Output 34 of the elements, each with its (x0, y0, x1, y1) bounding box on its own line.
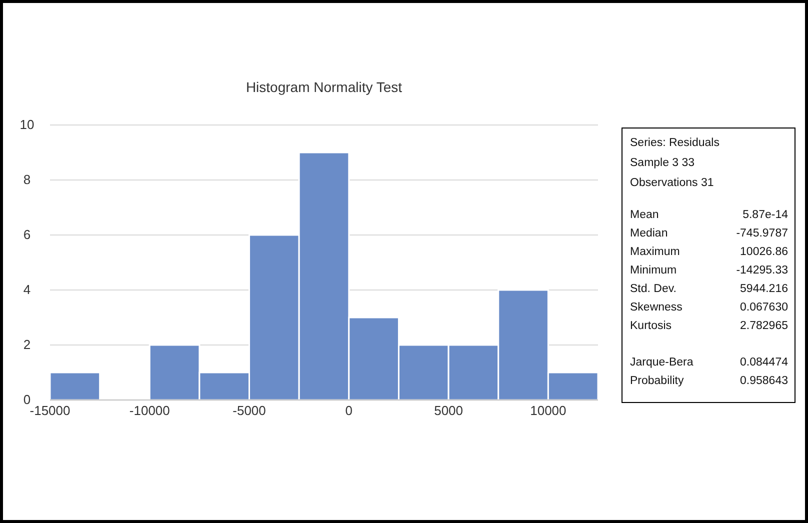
x-tick-label: 5000 (434, 403, 464, 418)
x-tick-label: 0 (345, 403, 353, 418)
text: 0.958643 (740, 375, 788, 387)
text: -14295.33 (736, 264, 788, 276)
y-tick-label: 10 (20, 117, 34, 132)
y-tick-label: 6 (23, 227, 31, 242)
text: Std. Dev. (630, 283, 676, 295)
x-tick-label: -15000 (30, 403, 70, 418)
text: Observations 31 (630, 177, 714, 189)
text: Probability (630, 375, 684, 387)
text: Median (630, 228, 668, 240)
y-tick-label: 4 (23, 282, 31, 298)
text: Maximum (630, 246, 680, 258)
y-tick-label: 0 (23, 392, 31, 408)
text: Kurtosis (630, 320, 672, 332)
text: -745.9787 (736, 228, 788, 240)
text: Series: Residuals (630, 137, 720, 149)
y-tick-label: 8 (23, 172, 31, 188)
text: 5.87e-14 (742, 209, 789, 221)
text: Sample 3 33 (630, 157, 695, 169)
text: Jarque-Bera (630, 356, 694, 368)
text: 0.067630 (740, 302, 788, 314)
text: Minimum (630, 264, 677, 276)
text: Mean (630, 209, 659, 221)
x-tick-label: -5000 (232, 403, 266, 418)
x-tick-label: 10000 (530, 403, 566, 418)
chart-title: Histogram Normality Test (246, 79, 402, 95)
text: 5944.216 (740, 283, 788, 295)
text: 10026.86 (740, 246, 788, 258)
y-tick-label: 2 (23, 337, 31, 352)
x-tick-label: -10000 (129, 403, 170, 418)
text: 2.782965 (740, 320, 788, 332)
text: 0.084474 (740, 356, 789, 368)
text: Skewness (630, 302, 683, 314)
